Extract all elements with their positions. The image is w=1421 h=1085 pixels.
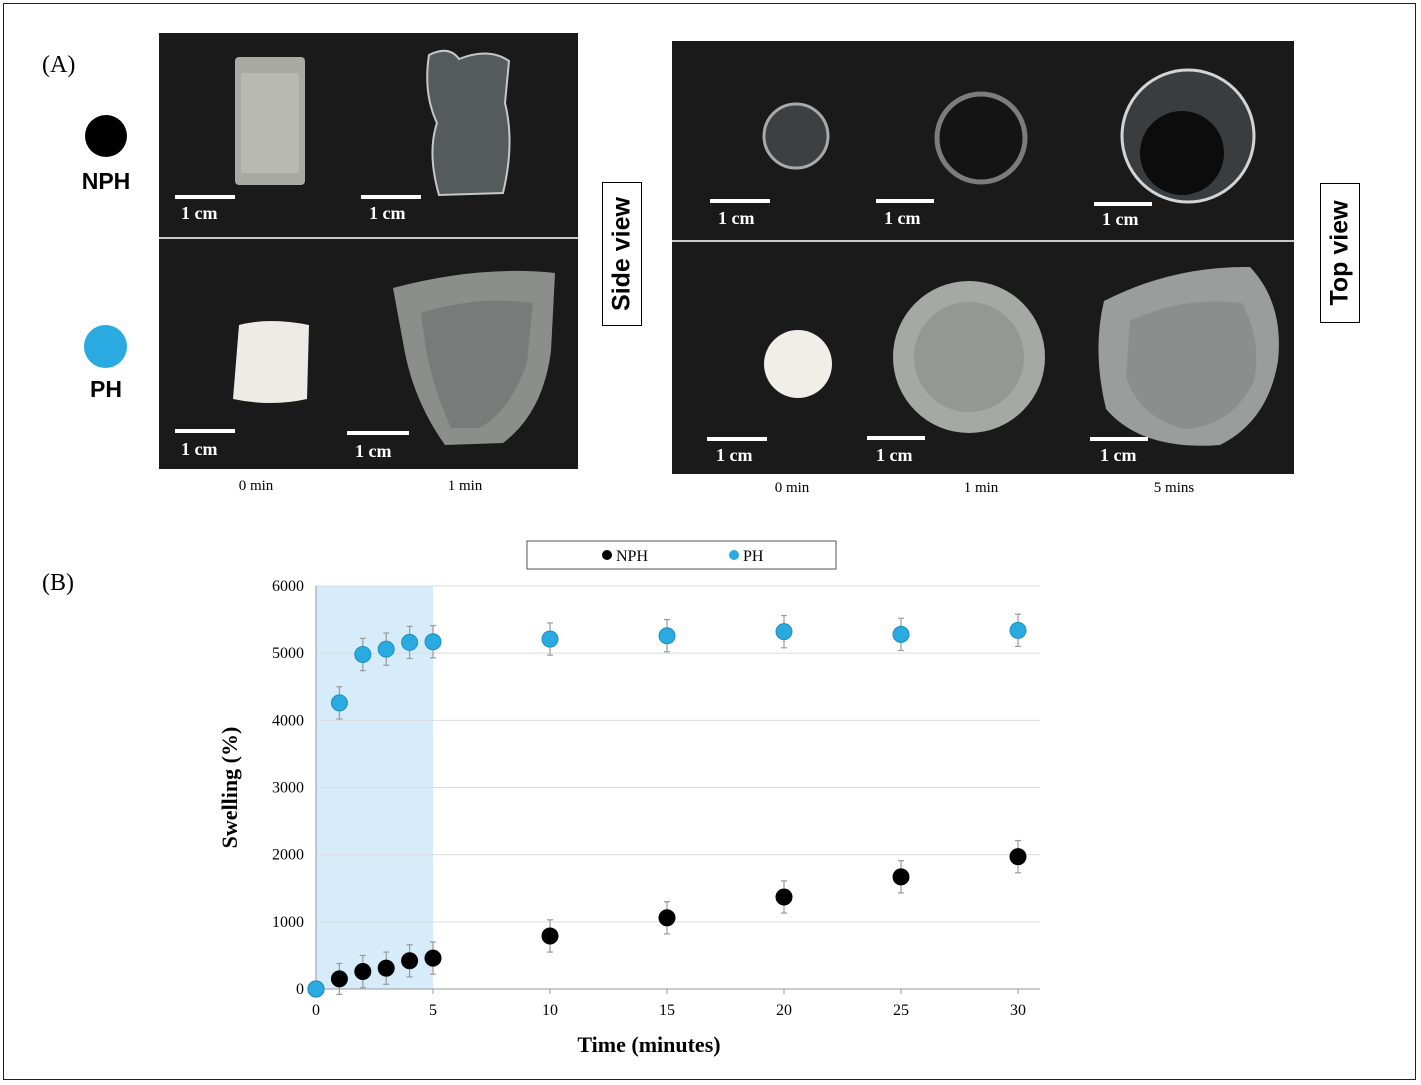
- scale-label: 1 cm: [1100, 445, 1137, 465]
- ph-legend-dot: [84, 325, 127, 368]
- nph-sample-side-1min: [426, 49, 511, 197]
- nph-data-point: [401, 952, 419, 970]
- scale-bar: [361, 195, 421, 199]
- scale-bar: [710, 199, 770, 203]
- ph-data-point: [775, 623, 793, 641]
- nph-sample-top-5min-core: [1140, 111, 1224, 195]
- nph-sample-top-0min: [762, 102, 830, 170]
- nph-data-point: [775, 888, 793, 906]
- photo-divider: [672, 240, 1294, 242]
- photo-divider: [159, 237, 578, 239]
- x-tick-label: 0: [312, 1002, 320, 1019]
- top-view-photo: 1 cm 1 cm 1 cm 1 cm 1 cm 1 cm: [672, 41, 1294, 474]
- nph-data-point: [892, 868, 910, 886]
- nph-legend-label: NPH: [81, 168, 131, 194]
- x-tick-label: 20: [776, 1002, 792, 1019]
- nph-legend-label: NPH: [616, 548, 648, 565]
- scale-label: 1 cm: [369, 203, 406, 223]
- ph-sample-side-1min-texture: [421, 300, 533, 428]
- ph-data-point: [307, 980, 325, 998]
- scale-label: 1 cm: [181, 203, 218, 223]
- y-tick-label: 6000: [272, 578, 304, 595]
- x-tick-label: 15: [659, 1002, 675, 1019]
- ph-data-point: [330, 694, 348, 712]
- y-tick-label: 1000: [272, 914, 304, 931]
- nph-data-point: [330, 970, 348, 988]
- nph-data-point: [541, 927, 559, 945]
- ph-legend-label: PH: [90, 376, 122, 402]
- scale-bar: [707, 437, 767, 441]
- y-tick-label: 4000: [272, 712, 304, 729]
- time-caption: 1 min: [447, 478, 483, 494]
- scale-label: 1 cm: [1102, 209, 1139, 229]
- scale-bar: [1094, 202, 1152, 206]
- scale-label: 1 cm: [718, 208, 755, 228]
- y-axis-title: Swelling (%): [217, 727, 242, 849]
- scale-label: 1 cm: [355, 441, 392, 461]
- time-caption: 5 mins: [1153, 480, 1195, 496]
- nph-data-point: [354, 963, 372, 981]
- side-view-label-box: Side view: [602, 182, 642, 326]
- panel-b-label: (B): [42, 570, 74, 596]
- scale-bar: [876, 199, 934, 203]
- nph-data-point: [1009, 848, 1027, 866]
- nph-data-point: [377, 959, 395, 977]
- ph-data-point: [541, 630, 559, 648]
- x-tick-label: 10: [542, 1002, 558, 1019]
- ph-data-point: [377, 640, 395, 658]
- y-tick-label: 0: [296, 981, 304, 998]
- scale-bar: [175, 429, 235, 433]
- ph-data-point: [354, 646, 372, 664]
- panel-a-label: (A): [42, 52, 76, 78]
- ph-data-point: [892, 625, 910, 643]
- nph-data-point: [658, 909, 676, 927]
- x-tick-label: 25: [893, 1002, 909, 1019]
- ph-data-point: [1009, 621, 1027, 639]
- top-view-samples: [762, 68, 1279, 446]
- y-tick-label: 5000: [272, 645, 304, 662]
- nph-sample-top-1min: [934, 91, 1028, 185]
- figure-frame: [3, 3, 1416, 1080]
- scale-bar: [867, 436, 925, 440]
- scale-bar: [175, 195, 235, 199]
- ph-data-point: [424, 633, 442, 651]
- ph-data-point: [658, 627, 676, 645]
- y-tick-label: 2000: [272, 847, 304, 864]
- ph-sample-top-1min-texture: [914, 302, 1024, 412]
- nph-legend-marker: [602, 550, 612, 560]
- nph-data-point: [424, 949, 442, 967]
- scale-bar: [1090, 437, 1148, 441]
- scale-bar: [347, 431, 409, 435]
- side-view-samples: [233, 49, 555, 445]
- x-tick-label: 5: [429, 1002, 437, 1019]
- y-tick-label: 3000: [272, 780, 304, 797]
- nph-legend-dot: [85, 115, 127, 157]
- time-caption: 1 min: [963, 480, 999, 496]
- ph-legend-label: PH: [743, 548, 764, 565]
- scale-label: 1 cm: [716, 445, 753, 465]
- ph-data-point: [401, 633, 419, 651]
- nph-sample-side-0min-texture: [241, 73, 299, 173]
- ph-sample-side-0min: [233, 321, 309, 403]
- scale-label: 1 cm: [884, 208, 921, 228]
- time-caption: 0 min: [238, 478, 274, 494]
- x-tick-label: 30: [1010, 1002, 1026, 1019]
- chart-legend-box: [526, 540, 837, 570]
- time-caption: 0 min: [774, 480, 810, 496]
- ph-sample-top-0min: [764, 330, 832, 398]
- x-axis-title: Time (minutes): [577, 1032, 720, 1057]
- scale-label: 1 cm: [181, 439, 218, 459]
- ph-sample-top-5min-texture: [1126, 301, 1257, 429]
- ph-legend-marker: [729, 550, 739, 560]
- top-view-label-box: Top view: [1320, 183, 1360, 323]
- scale-label: 1 cm: [876, 445, 913, 465]
- side-view-photo: 1 cm 1 cm 1 cm 1 cm: [159, 33, 578, 469]
